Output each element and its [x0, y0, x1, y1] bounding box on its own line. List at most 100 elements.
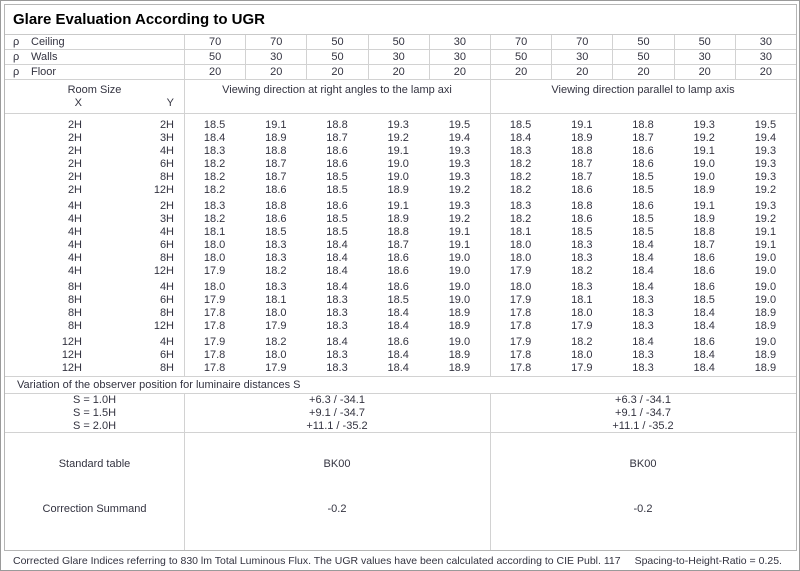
- ugr-value-cell: 18.9: [448, 362, 471, 374]
- ugr-value-cell: 19.1: [448, 239, 471, 251]
- ugr-row: 2H 12H 18.2 18.6 18.5 18.9 19.2 18.2 18.6 18.5 18.…: [5, 184, 796, 197]
- ugr-value-cell: 18.3: [509, 200, 532, 212]
- ugr-value-cell: 19.1: [387, 145, 409, 157]
- ugr-value-cell: 19.0: [387, 158, 409, 170]
- ugr-value-cell: 18.0: [265, 307, 287, 319]
- reflectance-value-cell: 30: [734, 35, 796, 49]
- ugr-value-cell: 18.5: [387, 294, 409, 306]
- ugr-value-cell: 19.1: [571, 119, 593, 131]
- column-divider: [184, 394, 185, 550]
- ugr-value-cell: 18.3: [509, 145, 532, 157]
- ugr-value-cell: 18.2: [203, 158, 226, 170]
- room-x-cell: 8H: [67, 294, 82, 306]
- ugr-value-cell: 18.4: [693, 320, 715, 332]
- ugr-value-cell: 18.0: [203, 239, 226, 251]
- ugr-value-cell: 18.6: [571, 213, 593, 225]
- room-y-cell: 4H: [159, 281, 174, 293]
- room-x-cell: 8H: [67, 307, 82, 319]
- ugr-value-cell: 18.5: [326, 184, 348, 196]
- room-y-cell: 6H: [159, 349, 174, 361]
- room-y-cell: 4H: [159, 145, 174, 157]
- report-frame: Glare Evaluation According to UGR ρ Ceili…: [4, 4, 797, 551]
- ugr-value-cell: 18.3: [265, 239, 287, 251]
- ugr-value-cell: 18.0: [571, 349, 593, 361]
- reflectance-value-cell: 70: [551, 35, 612, 49]
- ugr-value-cell: 17.8: [509, 349, 532, 361]
- room-y-cell: 6H: [159, 158, 174, 170]
- ugr-value-cell: 19.5: [754, 119, 777, 131]
- room-x-cell: 12H: [61, 336, 82, 348]
- variation-heading: Variation of the observer position for l…: [5, 376, 796, 394]
- parallel-header: Viewing direction parallel to lamp axis: [551, 84, 735, 96]
- ugr-value-cell: 18.6: [632, 158, 654, 170]
- ugr-value-cell: 18.3: [326, 362, 348, 374]
- reflectance-surface-label: Walls: [31, 51, 58, 63]
- ugr-value-cell: 18.4: [693, 362, 715, 374]
- ugr-value-cell: 19.2: [693, 132, 715, 144]
- reflectance-surface-label: Ceiling: [31, 36, 65, 48]
- ugr-value-cell: 19.1: [693, 200, 715, 212]
- ugr-row: 2H 6H 18.2 18.7 18.6 19.0 19.3 18.2 18.7 18.6 19.0…: [5, 158, 796, 171]
- variation-value: +6.3 / -34.1: [615, 394, 671, 406]
- ugr-value-cell: 17.8: [203, 320, 226, 332]
- ugr-value-cell: 18.8: [265, 145, 287, 157]
- ugr-value-cell: 18.9: [693, 213, 715, 225]
- ugr-value-cell: 18.6: [326, 158, 348, 170]
- reflectance-value-cell: 20: [184, 65, 245, 79]
- ugr-row-group: 2H 2H 18.5 19.1 18.8 19.3 19.5 18.5 19.1 18.8 19.3…: [5, 119, 796, 197]
- ugr-value-cell: 19.0: [448, 252, 471, 264]
- variation-values-section: S = 1.0H S = 1.5H S = 2.0H +6.3 / -34.1 …: [5, 394, 796, 433]
- ugr-value-cell: 18.8: [693, 226, 715, 238]
- ugr-row: 2H 3H 18.4 18.9 18.7 19.2 19.4 18.4 18.9 18.7 19.2…: [5, 132, 796, 145]
- room-x-cell: 4H: [67, 252, 82, 264]
- reflectance-row: ρ Floor 20 20 20 20 20 20 20 20 20 20: [5, 65, 796, 80]
- reflectance-value-cell: 30: [367, 50, 429, 64]
- ugr-value-cell: 18.3: [571, 252, 593, 264]
- ugr-value-cell: 18.2: [265, 336, 287, 348]
- ugr-value-cell: 17.8: [509, 320, 532, 332]
- ugr-value-cell: 19.0: [448, 336, 471, 348]
- footer-text: Corrected Glare Indices referring to 830…: [13, 555, 621, 567]
- room-y-cell: 2H: [159, 119, 174, 131]
- reflectance-value-cell: 50: [184, 50, 245, 64]
- ugr-value-cell: 19.3: [448, 158, 471, 170]
- ugr-value-cell: 19.1: [754, 239, 777, 251]
- ugr-value-cell: 18.6: [387, 281, 409, 293]
- ugr-value-cell: 18.4: [387, 349, 409, 361]
- ugr-value-cell: 18.6: [387, 252, 409, 264]
- ugr-value-cell: 19.3: [754, 158, 777, 170]
- ugr-value-cell: 18.6: [693, 265, 715, 277]
- ugr-value-cell: 17.8: [203, 362, 226, 374]
- ugr-value-cell: 17.9: [509, 265, 532, 277]
- reflectance-value-cell: 50: [306, 50, 367, 64]
- ugr-value-cell: 19.4: [448, 132, 471, 144]
- ugr-value-cell: 19.1: [693, 145, 715, 157]
- ugr-value-cell: 17.9: [265, 320, 287, 332]
- ugr-value-cell: 18.3: [326, 294, 348, 306]
- ugr-value-cell: 18.3: [203, 200, 226, 212]
- ugr-value-cell: 18.5: [326, 171, 348, 183]
- room-y-cell: 6H: [159, 294, 174, 306]
- ugr-value-cell: 18.3: [632, 320, 654, 332]
- standard-table-label: Standard table: [58, 458, 131, 470]
- ugr-value-cell: 18.4: [632, 252, 654, 264]
- ugr-value-cell: 19.3: [448, 145, 471, 157]
- reflectance-label: ρ Floor: [5, 65, 184, 79]
- ugr-value-cell: 18.9: [448, 307, 471, 319]
- ugr-value-cell: 18.5: [265, 226, 287, 238]
- reflectance-value-cell: 50: [612, 50, 673, 64]
- ugr-value-cell: 19.3: [754, 171, 777, 183]
- reflectance-value-cell: 30: [734, 50, 796, 64]
- ugr-value-cell: 17.8: [203, 349, 226, 361]
- reflectance-value-cell: 20: [490, 65, 551, 79]
- variation-values-left: +6.3 / -34.1 +9.1 / -34.7 +11.1 / -35.2: [184, 394, 490, 432]
- ugr-value-cell: 18.6: [387, 336, 409, 348]
- room-y-cell: 12H: [153, 265, 174, 277]
- ugr-value-cell: 19.3: [754, 145, 777, 157]
- room-y-cell: 8H: [159, 252, 174, 264]
- room-y-cell: 8H: [159, 171, 174, 183]
- ugr-value-cell: 18.4: [632, 265, 654, 277]
- ugr-value-cell: 18.3: [203, 145, 226, 157]
- reflectance-value-cell: 20: [734, 65, 796, 79]
